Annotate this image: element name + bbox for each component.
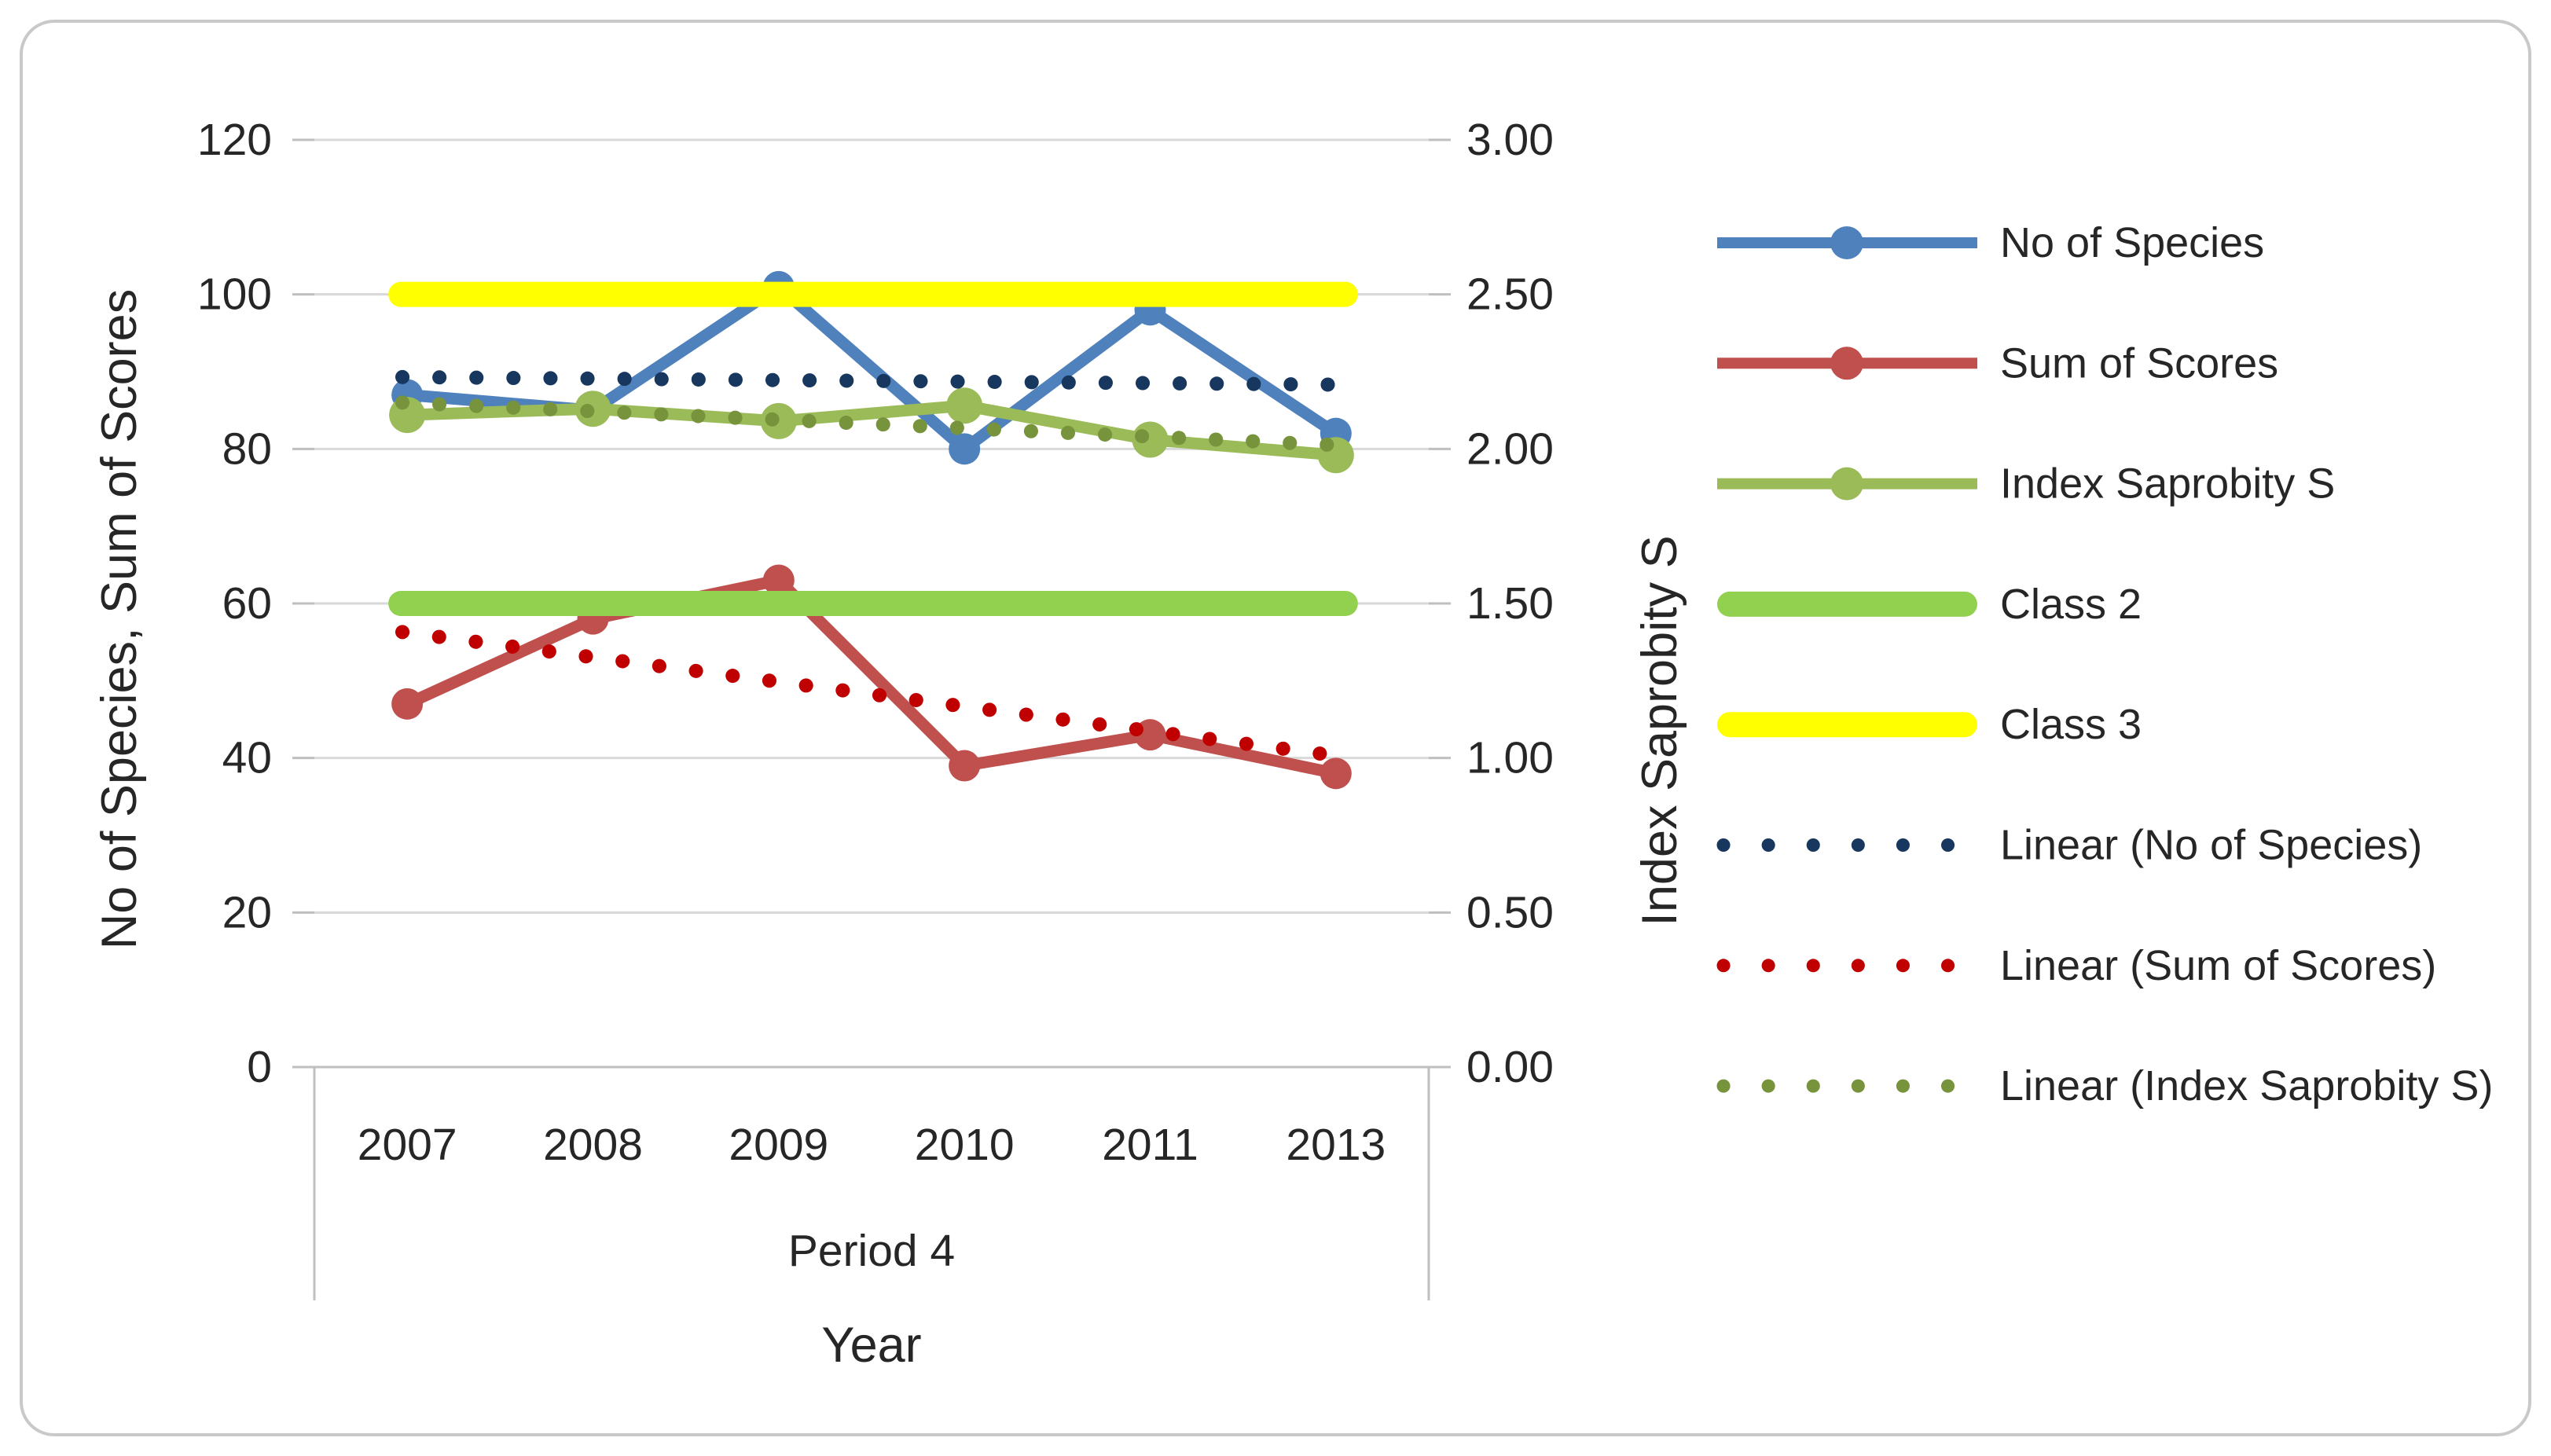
x-axis-category-label: 2013 [1286, 1120, 1386, 1170]
x-axis-category-label: 2010 [915, 1120, 1015, 1170]
x-axis-category-label: 2007 [358, 1120, 457, 1170]
right-axis-tick-label: 1.00 [1466, 733, 1554, 783]
legend-item-class-3: Class 3 [1717, 701, 2142, 748]
right-axis-tick-label: 2.00 [1466, 424, 1554, 474]
legend-item-linear-sum-of-scores: Linear (Sum of Scores) [1716, 942, 2436, 989]
legend-item-label: Index Saprobity S [2000, 460, 2335, 508]
trendline-linear-sum-of-scores [395, 625, 1360, 765]
left-axis-tick-label: 80 [222, 424, 272, 474]
left-axis-tick-label: 120 [197, 115, 272, 165]
legend-item-label: Linear (Sum of Scores) [2000, 942, 2436, 989]
legend-marker-swatch [1830, 467, 1863, 501]
left-axis-tick-label: 40 [222, 733, 272, 783]
legend-marker-swatch [1830, 347, 1863, 380]
legend-item-class-2: Class 2 [1717, 581, 2142, 628]
series-marker-no-of-species [949, 433, 981, 465]
trendlines-layer [395, 369, 1360, 765]
x-axis-group-label: Period 4 [788, 1226, 955, 1276]
legend-item-label: Sum of Scores [2000, 339, 2278, 387]
legend-marker-swatch [1830, 226, 1863, 259]
left-axis-tick-label: 20 [222, 887, 272, 937]
right-axis-tick-label: 2.50 [1466, 270, 1554, 320]
x-axis-category-label: 2009 [729, 1120, 828, 1170]
axes-layer: 0 20 40 60 80 100 120 0.00 0.50 1.00 1.50 2.00 2.50 3… [197, 115, 1554, 1300]
legend-item-linear-no-of-species: Linear (No of Species) [1716, 822, 2422, 869]
legend-item-label: Class 3 [2000, 701, 2142, 748]
legend-item-sum-of-scores: Sum of Scores [1717, 339, 2278, 387]
right-axis-tick-label: 1.50 [1466, 578, 1554, 629]
trendline-linear-index-saprobity-s [395, 395, 1360, 453]
series-marker-sum-of-scores [762, 564, 795, 596]
series-marker-sum-of-scores [391, 688, 424, 720]
legend-item-label: No of Species [2000, 219, 2264, 266]
series-marker-sum-of-scores [1320, 757, 1352, 790]
legend-item-label: Class 2 [2000, 581, 2142, 628]
right-axis-title: Index Saprobity S [1632, 535, 1687, 926]
right-axis-tick-label: 3.00 [1466, 115, 1554, 165]
left-axis-tick-label: 0 [247, 1042, 272, 1092]
x-axis-title: Year [821, 1318, 921, 1373]
legend-layer: No of Species Sum of Scores Index Saprobit… [1716, 219, 2493, 1109]
series-line-sum-of-scores [401, 574, 1342, 779]
x-axis-category-label: 2008 [543, 1120, 643, 1170]
legend-item-label: Linear (No of Species) [2000, 822, 2422, 869]
trendline-linear-no-of-species [395, 369, 1360, 392]
left-axis-tick-label: 100 [197, 270, 272, 320]
x-axis-category-label: 2011 [1102, 1120, 1198, 1170]
legend-item-index-saprobity-s: Index Saprobity S [1717, 460, 2335, 508]
series-marker-index-saprobity-s [946, 387, 983, 424]
right-axis-tick-label: 0.50 [1466, 887, 1554, 937]
series-marker-sum-of-scores [949, 750, 981, 782]
legend-item-no-of-species: No of Species [1717, 219, 2264, 266]
legend-item-label: Linear (Index Saprobity S) [2000, 1062, 2493, 1109]
right-axis-tick-label: 0.00 [1466, 1042, 1554, 1092]
left-axis-tick-label: 60 [222, 578, 272, 629]
left-axis-title: No of Species, Sum of Scores [92, 289, 147, 949]
legend-item-linear-index-saprobity-s: Linear (Index Saprobity S) [1716, 1062, 2493, 1109]
